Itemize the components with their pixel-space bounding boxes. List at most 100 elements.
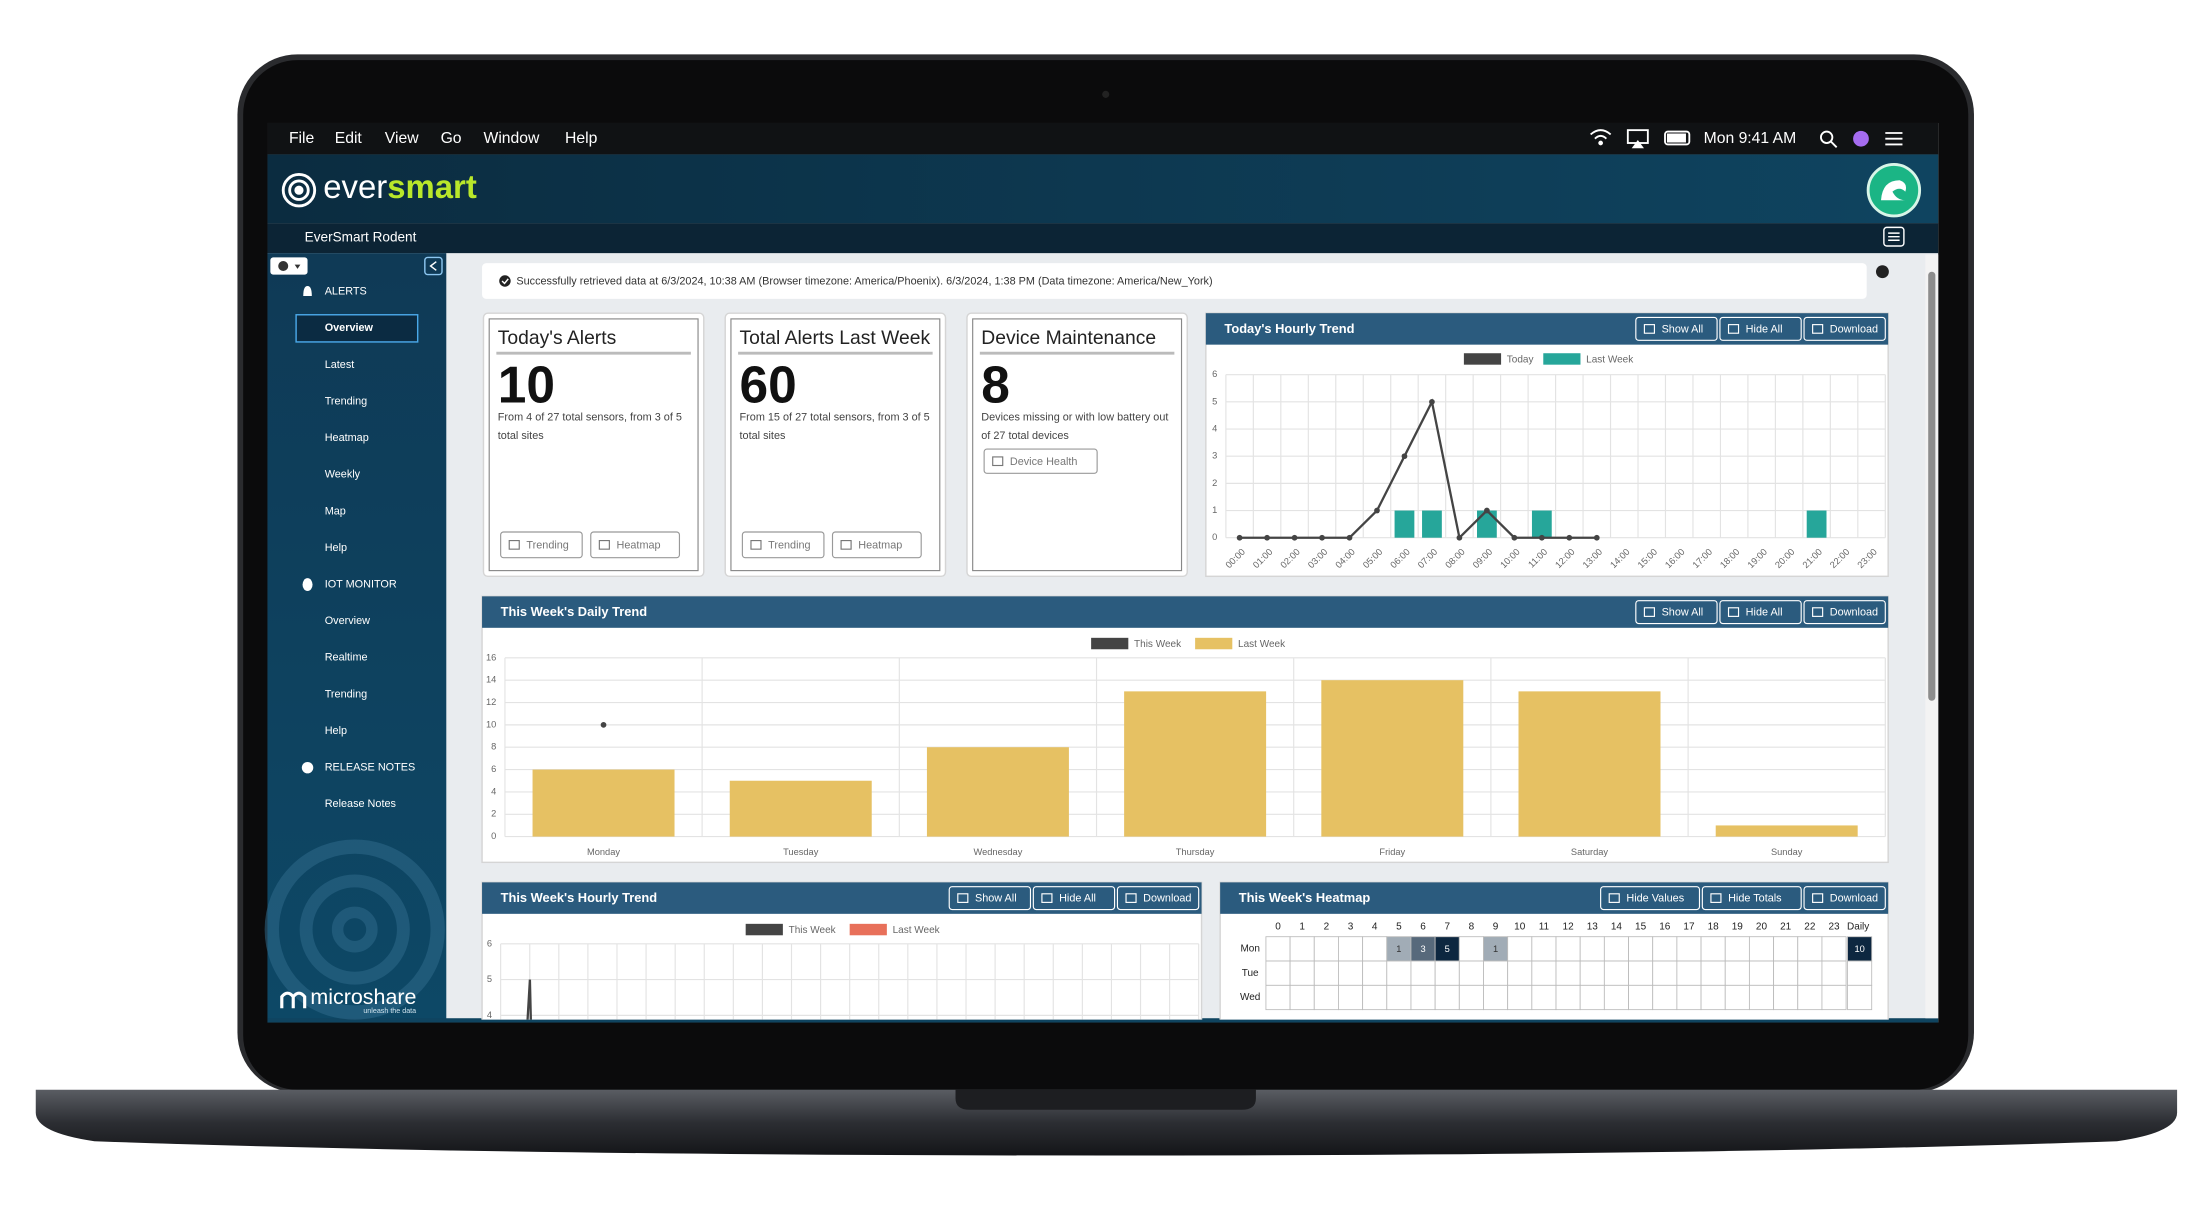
sidebar-item[interactable]: Map [325,505,346,517]
button-label[interactable]: Hide All [1059,893,1096,905]
button-frame[interactable] [1803,886,1886,911]
column-label: 16 [1659,921,1671,932]
button-frame[interactable] [1803,600,1886,625]
sidebar-item[interactable]: Overview [325,615,370,627]
button-frame[interactable] [1116,886,1200,911]
heat-cell [1652,960,1678,986]
menu-item[interactable]: Window [483,130,540,147]
button[interactable]: Hide All [1719,600,1802,625]
button[interactable]: Download [1803,886,1886,911]
sidebar-watermark [264,839,445,1020]
scrollbar-thumb[interactable] [1928,271,1936,701]
button-frame[interactable] [1719,316,1802,341]
button-label[interactable]: Device Health [1010,456,1078,468]
button-label[interactable]: Heatmap [617,539,661,551]
button-label[interactable]: Download [1143,893,1191,905]
sidebar-item[interactable]: Help [325,725,347,737]
sidebar-item[interactable]: Help [325,542,347,554]
button[interactable]: Download [1803,316,1886,341]
button[interactable]: Hide All [1032,886,1116,911]
button-label[interactable]: Trending [768,539,810,551]
button-frame[interactable] [741,531,825,559]
button[interactable]: Download [1116,886,1200,911]
button-frame[interactable] [983,448,1098,474]
bar [1806,510,1827,538]
button-label[interactable]: Show All [1662,324,1704,336]
button-frame[interactable] [948,886,1032,911]
menu-toggle[interactable] [1883,226,1905,247]
menu-item[interactable]: Help [565,130,598,147]
button[interactable]: Show All [1635,600,1718,625]
button-label[interactable]: Download [1830,324,1878,336]
sidebar-item[interactable]: Trending [325,395,367,407]
heat-cell [1483,936,1509,962]
sidebar-item[interactable]: Release Notes [325,798,397,810]
button-icon [1643,607,1655,617]
collapse-button[interactable] [424,256,443,276]
button-label[interactable]: Trending [526,539,568,551]
menu-item[interactable]: File [289,130,315,147]
sidebar-item[interactable]: Overview [325,322,374,334]
button-frame[interactable] [1635,600,1718,625]
button-label[interactable]: Show All [1662,607,1704,619]
button[interactable]: Download [1803,600,1886,625]
button[interactable]: Show All [1635,316,1718,341]
legend-label: This Week [789,925,837,936]
heat-cell [1338,984,1364,1011]
menu-item[interactable]: Go [441,130,462,147]
settings-button[interactable] [270,257,308,275]
sidebar-section[interactable]: RELEASE NOTES [325,762,416,774]
x-tick-label: Saturday [1571,847,1609,857]
menu-item[interactable]: View [385,130,419,147]
panel: This Week's Heatmap Download Hide Totals Hi… [1219,881,1889,1020]
sidebar-item[interactable]: Realtime [325,652,368,664]
button-label[interactable]: Heatmap [858,539,902,551]
button-label[interactable]: Download [1830,893,1878,905]
heat-cell [1265,936,1291,962]
button[interactable]: Trending [741,531,825,559]
point [1319,534,1325,541]
button-frame[interactable] [1803,316,1886,341]
button-frame[interactable] [590,531,681,559]
x-tick-label: Wednesday [973,847,1022,857]
button-label[interactable]: Hide All [1746,607,1783,619]
button-label[interactable]: Hide Values [1626,893,1684,905]
button-label[interactable]: Hide All [1746,324,1783,336]
bar [1477,510,1497,538]
button-frame[interactable] [500,531,583,559]
button-frame[interactable] [831,531,922,559]
button-label[interactable]: Hide Totals [1728,893,1782,905]
card-text-box: From 15 of 27 total sensors, from 3 of 5… [740,410,930,441]
button[interactable]: Show All [948,886,1032,911]
total-cell [1847,984,1873,1011]
button[interactable]: Hide All [1719,316,1802,341]
sidebar-item[interactable]: Trending [325,688,367,700]
button[interactable]: Hide Totals [1701,886,1802,911]
sidebar-section[interactable]: IOT MONITOR [325,578,397,590]
menu-item[interactable]: Edit [335,130,363,147]
button-frame[interactable] [1701,886,1802,911]
sidebar-item[interactable]: Heatmap [325,432,369,444]
button-icon [957,893,969,903]
sidebar-item[interactable]: Weekly [325,469,361,481]
button-frame[interactable] [1600,886,1701,911]
button-label[interactable]: Download [1830,607,1878,619]
heat-cell [1362,936,1388,962]
button-label[interactable]: Show All [975,893,1017,905]
button[interactable]: Hide Values [1600,886,1701,911]
y-tick-label: 0 [1212,532,1217,542]
button[interactable]: Trending [500,531,583,559]
button-frame[interactable] [1635,316,1718,341]
sidebar-item[interactable]: Latest [325,359,355,371]
column-label: 18 [1708,921,1720,932]
heat-cell [1628,984,1654,1011]
button[interactable]: Heatmap [590,531,681,559]
button-frame[interactable] [1032,886,1116,911]
button-frame[interactable] [1719,600,1802,625]
button[interactable]: Device Health [983,448,1098,474]
button[interactable]: Heatmap [831,531,922,559]
column-label: 6 [1420,921,1426,932]
panel-title: This Week's Daily Trend [501,604,648,619]
sidebar-section[interactable]: ALERTS [325,286,367,298]
card-title: Total Alerts Last Week [740,328,931,349]
